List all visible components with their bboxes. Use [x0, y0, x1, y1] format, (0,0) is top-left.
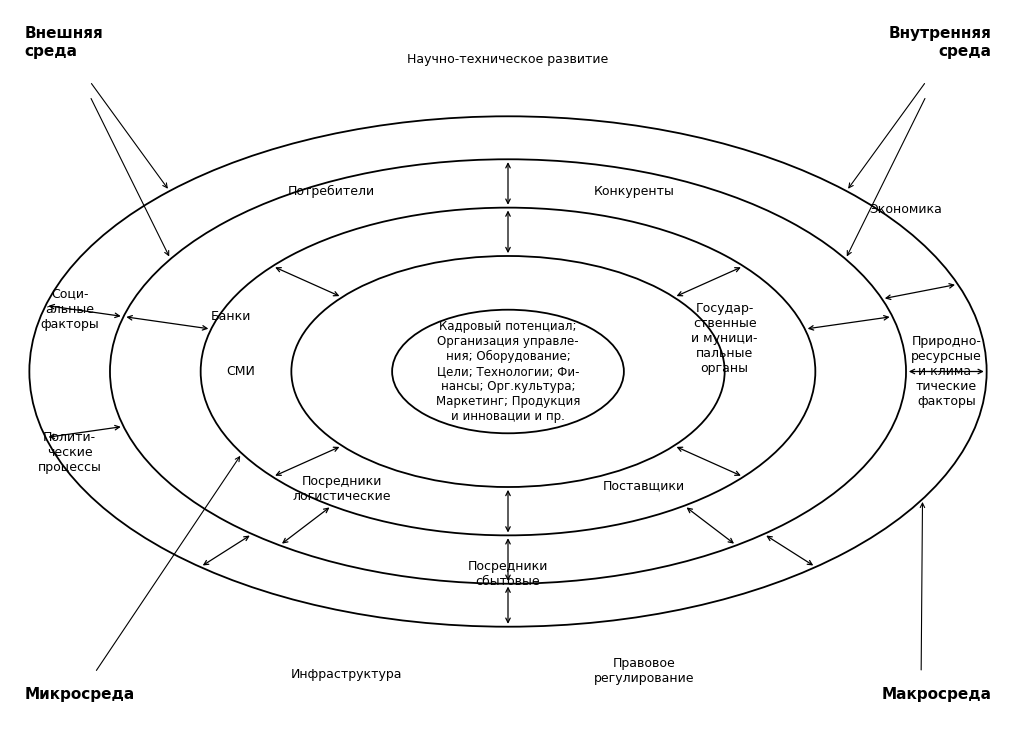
Text: Макросреда: Макросреда	[882, 687, 992, 702]
Text: Государ-
ственные
и муници-
пальные
органы: Государ- ственные и муници- пальные орга…	[692, 302, 758, 375]
Text: Соци-
альные
факторы: Соци- альные факторы	[41, 288, 99, 331]
Text: Экономика: Экономика	[870, 204, 943, 216]
Text: Поставщики: Поставщики	[602, 479, 685, 492]
Text: Внешняя
среда: Внешняя среда	[24, 26, 103, 59]
Text: Полити-
ческие
процессы: Полити- ческие процессы	[38, 431, 102, 474]
Text: Потребители: Потребители	[289, 185, 375, 198]
Text: Посредники
логистические: Посредники логистические	[293, 475, 391, 503]
Text: Микросреда: Микросреда	[24, 687, 134, 702]
Text: Внутренняя
среда: Внутренняя среда	[889, 26, 992, 59]
Text: Банки: Банки	[210, 310, 251, 323]
Text: Конкуренты: Конкуренты	[593, 185, 675, 198]
Text: Природно-
ресурсные
и клима-
тические
факторы: Природно- ресурсные и клима- тические фа…	[911, 335, 981, 408]
Text: Правовое
регулирование: Правовое регулирование	[593, 658, 694, 685]
Text: Посредники
сбытовые: Посредники сбытовые	[467, 559, 549, 588]
Text: СМИ: СМИ	[227, 365, 255, 378]
Text: Научно-техническое развитие: Научно-техническое развитие	[407, 53, 609, 66]
Text: Инфраструктура: Инфраструктура	[291, 668, 402, 681]
Text: Кадровый потенциал;
Организация управле-
ния; Оборудование;
Цели; Технологии; Фи: Кадровый потенциал; Организация управле-…	[436, 320, 580, 423]
